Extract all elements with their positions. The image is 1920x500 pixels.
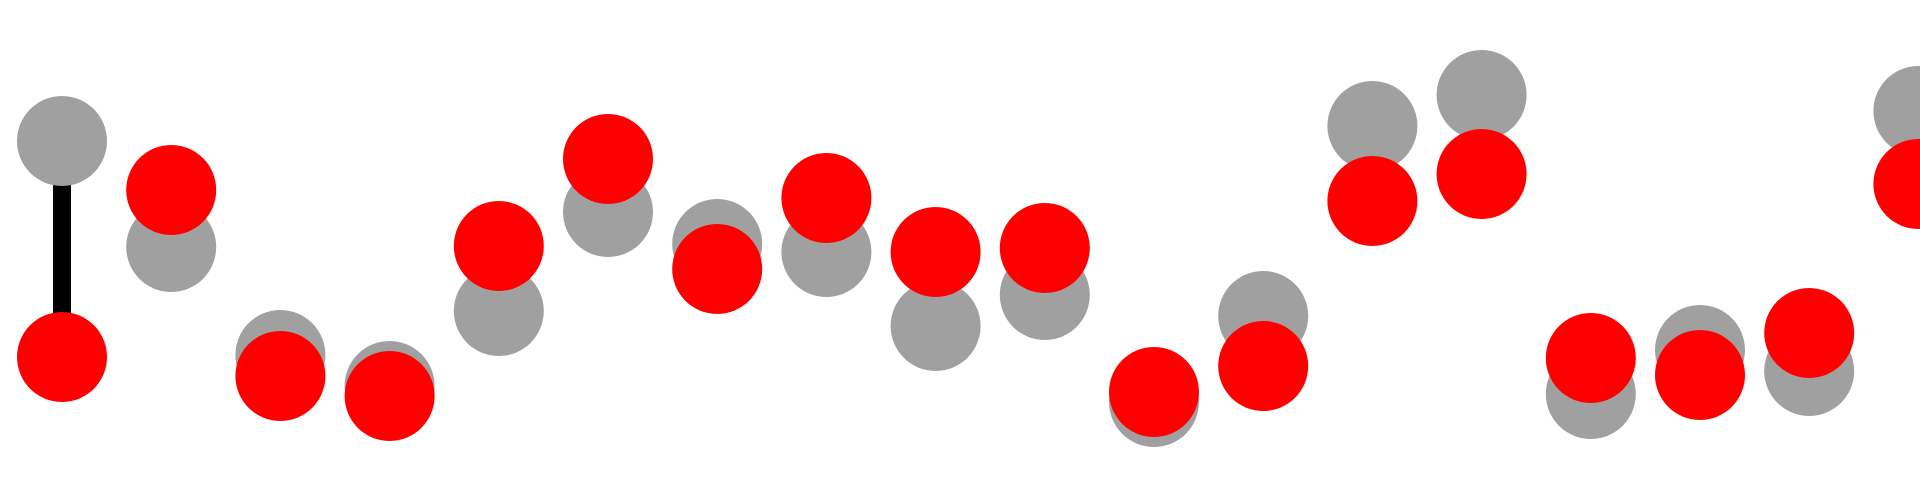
red-point-15	[1545, 313, 1636, 403]
red-point-13	[1327, 156, 1418, 246]
red-point-6	[563, 114, 653, 204]
gray-point-18	[1873, 66, 1920, 156]
red-point-14	[1436, 129, 1527, 219]
red-point-11	[1109, 347, 1199, 437]
red-point-5	[453, 201, 544, 291]
red-point-18	[1873, 139, 1920, 229]
red-point-3	[235, 331, 326, 421]
red-point-8	[781, 153, 872, 243]
red-point-7	[672, 224, 763, 314]
red-point-1	[17, 312, 107, 402]
red-point-16	[1655, 330, 1745, 420]
red-point-12	[1218, 321, 1309, 411]
gray-point-5	[453, 266, 544, 356]
red-point-10	[999, 203, 1090, 293]
red-point-17	[1764, 288, 1855, 378]
gray-point-1	[17, 96, 107, 186]
red-point-4	[344, 351, 435, 441]
red-point-9	[890, 207, 981, 297]
red-point-2	[126, 145, 217, 235]
gray-point-9	[890, 281, 981, 371]
stems-layer	[53, 95, 1920, 402]
gray-point-13	[1327, 81, 1418, 171]
markers-layer	[17, 50, 1920, 447]
gray-point-14	[1436, 50, 1527, 140]
